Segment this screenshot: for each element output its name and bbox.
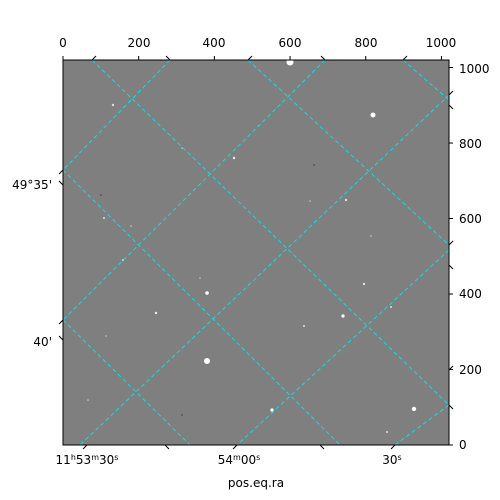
grid-line <box>63 169 341 445</box>
world-tick <box>91 55 97 61</box>
star-field <box>87 60 417 433</box>
star <box>205 291 209 295</box>
world-tick <box>448 365 454 371</box>
star <box>103 217 105 219</box>
world-tick <box>448 264 454 270</box>
axis-ticks <box>58 55 454 450</box>
star <box>341 314 345 318</box>
world-tick <box>58 319 64 325</box>
world-tick <box>319 444 325 450</box>
x-axis-title: pos.eq.ra <box>228 476 284 490</box>
star <box>105 335 107 337</box>
star <box>100 194 102 196</box>
top-tick-label: 200 <box>128 36 151 50</box>
star <box>386 431 388 433</box>
star <box>309 200 311 202</box>
grid-line <box>247 60 449 246</box>
world-tick <box>58 335 64 341</box>
right-tick-label: 600 <box>459 212 482 226</box>
grid-line <box>63 60 326 321</box>
world-tick <box>58 180 64 186</box>
star <box>303 325 305 327</box>
star <box>411 406 417 412</box>
grid-line <box>79 94 449 445</box>
star <box>390 306 392 308</box>
world-tick <box>448 90 454 96</box>
grid-line <box>394 404 449 445</box>
axes-frame <box>62 59 450 446</box>
right-tick-label: 800 <box>459 137 482 151</box>
coordinate-grid <box>63 60 449 445</box>
star <box>370 112 376 118</box>
world-tick <box>247 55 253 61</box>
star <box>199 277 201 279</box>
world-tick <box>320 55 326 61</box>
top-tick-label: 1000 <box>426 36 457 50</box>
grid-line <box>402 60 449 101</box>
world-tick <box>232 444 238 450</box>
right-tick-labels: 0 200 400 600 800 1000 <box>459 62 490 452</box>
star <box>181 147 183 149</box>
ra-tick-labels: 11h53m30s 54m00s 30s <box>56 453 402 467</box>
grid-line <box>236 249 449 445</box>
grid-line <box>63 319 191 445</box>
top-tick-label: 600 <box>279 36 302 50</box>
star <box>204 358 210 364</box>
ra-tick-label: 11h53m30s <box>56 453 119 467</box>
star <box>313 164 315 166</box>
ra-tick-label: 54m00s <box>218 453 261 467</box>
world-tick <box>164 444 170 450</box>
dec-tick-label: 49°35' <box>12 178 52 192</box>
star <box>181 414 183 416</box>
ra-tick-label: 30s <box>382 453 401 467</box>
world-tick <box>390 444 396 450</box>
star <box>370 235 372 237</box>
star <box>232 156 236 160</box>
world-tick <box>448 104 454 110</box>
top-tick-labels: 0 200 400 600 800 1000 <box>59 36 456 50</box>
grid-line <box>91 60 449 406</box>
right-tick-label: 0 <box>459 438 467 452</box>
star <box>130 225 132 227</box>
world-tick <box>82 444 88 450</box>
star <box>286 60 294 66</box>
world-tick <box>448 240 454 246</box>
right-tick-label: 200 <box>459 363 482 377</box>
star <box>344 198 348 202</box>
star <box>111 103 115 107</box>
sky-image <box>63 60 449 445</box>
star <box>362 282 366 286</box>
top-tick-label: 0 <box>59 36 67 50</box>
right-tick-label: 400 <box>459 287 482 301</box>
dec-tick-labels: 49°35' 40' <box>12 178 52 349</box>
star <box>154 311 158 315</box>
world-tick <box>58 169 64 175</box>
world-tick <box>448 404 454 410</box>
dec-tick-label: 40' <box>33 335 52 349</box>
right-tick-label: 1000 <box>459 62 490 76</box>
grid-line <box>63 60 171 171</box>
world-tick <box>165 55 171 61</box>
top-tick-label: 400 <box>203 36 226 50</box>
star <box>87 399 89 401</box>
top-tick-label: 800 <box>355 36 378 50</box>
star <box>270 408 274 412</box>
world-tick <box>402 55 408 61</box>
